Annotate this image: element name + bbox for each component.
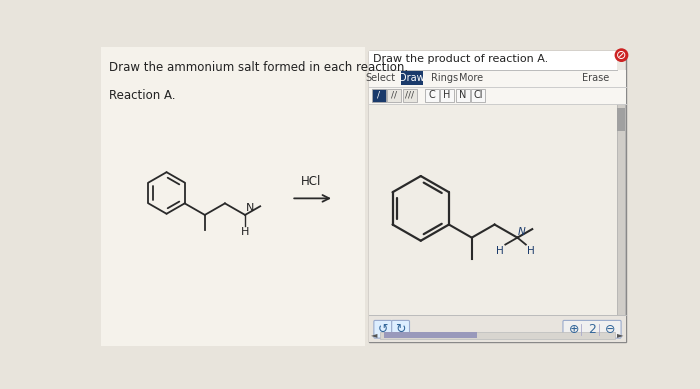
Text: Draw: Draw	[400, 73, 425, 83]
Text: ↺: ↺	[377, 323, 388, 336]
Bar	[617, 107, 625, 131]
Bar	[425, 89, 439, 102]
Text: Select: Select	[365, 73, 396, 83]
Text: ↻: ↻	[395, 323, 406, 336]
Text: Draw the ammonium salt formed in each reaction.: Draw the ammonium salt formed in each re…	[109, 61, 408, 74]
Text: ◄: ◄	[371, 331, 377, 340]
Text: HCl: HCl	[300, 175, 321, 187]
Text: H: H	[527, 246, 536, 256]
Text: N: N	[459, 90, 466, 100]
Bar	[369, 51, 617, 70]
Bar	[617, 103, 625, 315]
Text: More: More	[459, 73, 483, 83]
Text: ⊖: ⊖	[605, 323, 615, 336]
Bar	[379, 331, 615, 338]
Bar	[440, 89, 454, 102]
Text: ⊘: ⊘	[616, 49, 626, 61]
Text: H: H	[443, 90, 451, 100]
Text: ⊕: ⊕	[569, 323, 580, 336]
Text: N: N	[246, 203, 254, 214]
Text: Draw the product of reaction A.: Draw the product of reaction A.	[374, 54, 549, 64]
Text: N: N	[518, 227, 526, 237]
Bar	[456, 89, 470, 102]
Bar	[369, 51, 626, 342]
Bar	[403, 89, 417, 102]
Circle shape	[615, 49, 628, 61]
Text: //: //	[391, 91, 398, 100]
Bar	[369, 315, 626, 342]
Bar	[369, 103, 617, 315]
Bar	[471, 89, 485, 102]
Bar	[372, 89, 386, 102]
Bar	[369, 70, 626, 87]
Bar	[102, 47, 365, 346]
FancyBboxPatch shape	[563, 321, 621, 338]
Text: Erase: Erase	[582, 73, 609, 83]
Text: ►: ►	[617, 331, 624, 340]
Bar	[369, 87, 626, 103]
Bar	[384, 332, 477, 338]
Text: Reaction A.: Reaction A.	[109, 89, 176, 102]
FancyBboxPatch shape	[374, 321, 392, 338]
Bar	[387, 89, 401, 102]
Text: ///: ///	[405, 91, 414, 100]
Text: C: C	[428, 90, 435, 100]
Text: Cl: Cl	[473, 90, 483, 100]
Text: Rings: Rings	[431, 73, 458, 83]
Text: /: /	[377, 91, 380, 100]
Text: H: H	[496, 246, 504, 256]
Text: 2: 2	[588, 323, 596, 336]
Bar	[401, 71, 423, 85]
FancyBboxPatch shape	[392, 321, 410, 338]
Text: H: H	[241, 227, 249, 237]
